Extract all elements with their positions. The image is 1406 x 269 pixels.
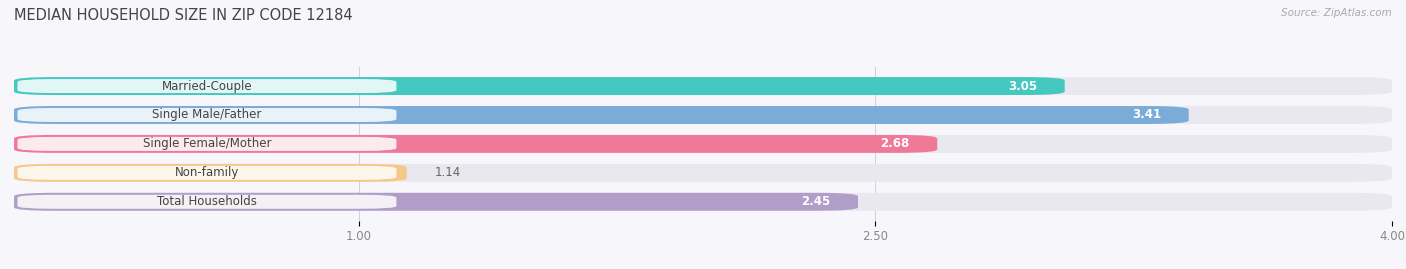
Text: 2.68: 2.68: [880, 137, 910, 150]
FancyBboxPatch shape: [14, 77, 1392, 95]
FancyBboxPatch shape: [14, 77, 1064, 95]
Text: 1.14: 1.14: [434, 166, 461, 179]
Text: MEDIAN HOUSEHOLD SIZE IN ZIP CODE 12184: MEDIAN HOUSEHOLD SIZE IN ZIP CODE 12184: [14, 8, 353, 23]
Text: Married-Couple: Married-Couple: [162, 80, 252, 93]
Text: Single Male/Father: Single Male/Father: [152, 108, 262, 122]
Text: Source: ZipAtlas.com: Source: ZipAtlas.com: [1281, 8, 1392, 18]
Text: 2.45: 2.45: [801, 195, 831, 208]
Text: Non-family: Non-family: [174, 166, 239, 179]
FancyBboxPatch shape: [14, 193, 1392, 211]
Text: 3.05: 3.05: [1008, 80, 1038, 93]
FancyBboxPatch shape: [17, 195, 396, 209]
FancyBboxPatch shape: [14, 135, 938, 153]
FancyBboxPatch shape: [14, 106, 1392, 124]
FancyBboxPatch shape: [14, 193, 858, 211]
FancyBboxPatch shape: [17, 108, 396, 122]
FancyBboxPatch shape: [14, 106, 1188, 124]
FancyBboxPatch shape: [14, 135, 1392, 153]
FancyBboxPatch shape: [17, 137, 396, 151]
FancyBboxPatch shape: [17, 79, 396, 93]
Text: Single Female/Mother: Single Female/Mother: [143, 137, 271, 150]
FancyBboxPatch shape: [17, 166, 396, 180]
Text: 3.41: 3.41: [1132, 108, 1161, 122]
FancyBboxPatch shape: [14, 164, 1392, 182]
Text: Total Households: Total Households: [157, 195, 257, 208]
FancyBboxPatch shape: [14, 164, 406, 182]
